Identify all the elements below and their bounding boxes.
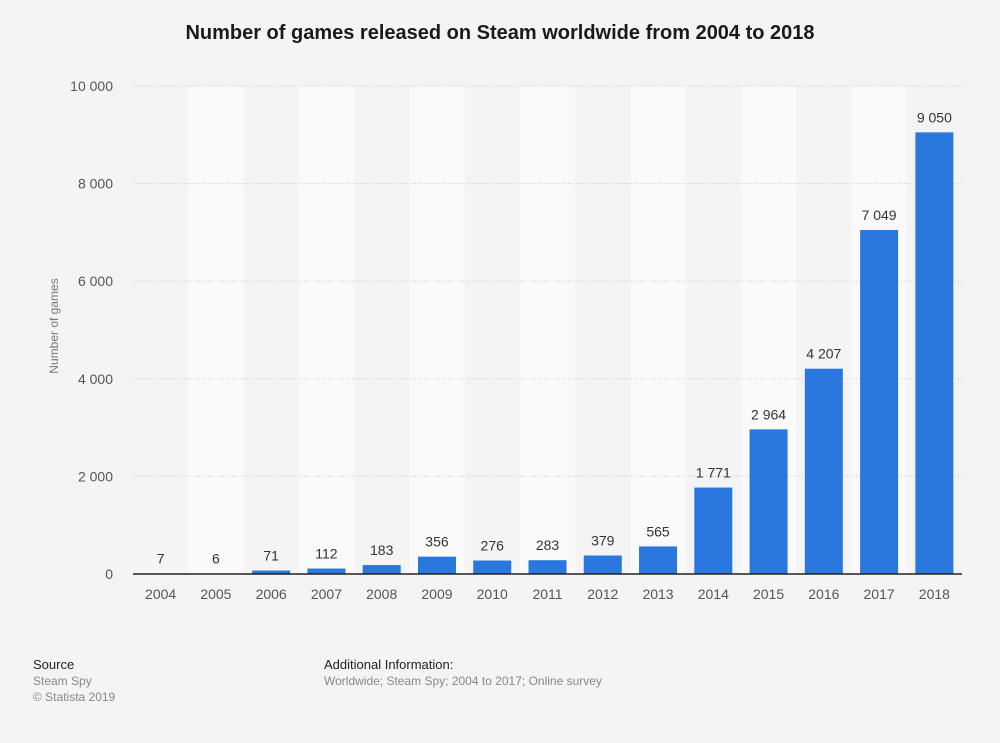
x-tick-label: 2009 — [421, 586, 452, 602]
bar — [528, 560, 567, 574]
bar — [473, 560, 512, 574]
column-stripe — [188, 86, 244, 574]
x-tick-label: 2012 — [587, 586, 618, 602]
bar — [639, 546, 678, 574]
x-tick-label: 2008 — [366, 586, 397, 602]
bar — [860, 230, 899, 575]
y-tick-label: 0 — [105, 566, 113, 582]
data-label: 183 — [370, 542, 394, 558]
data-label: 112 — [315, 546, 338, 562]
bar — [804, 368, 843, 574]
bar — [915, 132, 954, 575]
x-tick-label: 2017 — [864, 586, 895, 602]
x-tick-label: 2015 — [753, 586, 784, 602]
data-label: 356 — [425, 534, 449, 550]
source-name: Steam Spy — [33, 674, 92, 688]
x-tick-label: 2014 — [698, 586, 729, 602]
source-heading: Source — [33, 657, 75, 672]
bar — [749, 429, 788, 574]
additional-info-text: Worldwide; Steam Spy; 2004 to 2017; Onli… — [324, 674, 602, 688]
column-stripe — [298, 86, 355, 574]
x-tick-label: 2018 — [919, 586, 950, 602]
y-tick-label: 4 000 — [78, 371, 113, 387]
x-tick-label: 2013 — [642, 586, 673, 602]
additional-info-block: Additional Information: Worldwide; Steam… — [324, 657, 602, 689]
bar — [583, 555, 622, 574]
chart-title: Number of games released on Steam worldw… — [185, 22, 815, 44]
data-label: 4 207 — [806, 346, 841, 362]
column-stripe — [630, 86, 686, 574]
x-tick-label: 2006 — [256, 586, 287, 602]
x-tick-label: 2011 — [532, 586, 562, 602]
y-tick-label: 10 000 — [70, 78, 113, 94]
data-label: 7 049 — [862, 207, 897, 223]
bar — [362, 565, 401, 574]
y-tick-label: 8 000 — [78, 176, 113, 192]
column-stripe — [519, 86, 576, 574]
data-label: 1 771 — [696, 465, 731, 481]
data-label: 283 — [536, 537, 560, 553]
additional-info-heading: Additional Information: — [324, 657, 454, 672]
y-tick-label: 6 000 — [78, 273, 113, 289]
x-tick-label: 2004 — [145, 586, 176, 602]
copyright-text: © Statista 2019 — [33, 690, 116, 704]
bar — [307, 568, 346, 574]
data-label: 7 — [157, 551, 165, 567]
bar — [417, 556, 456, 574]
bar — [694, 487, 733, 574]
y-axis-title: Number of games — [47, 278, 61, 373]
x-tick-label: 2007 — [311, 586, 342, 602]
bar — [252, 570, 291, 574]
y-tick-label: 2 000 — [78, 468, 113, 484]
data-label: 2 964 — [751, 406, 786, 422]
x-tick-label: 2005 — [200, 586, 231, 602]
data-label: 276 — [481, 538, 505, 554]
data-label: 6 — [212, 551, 220, 567]
data-label: 9 050 — [917, 109, 952, 125]
data-label: 71 — [263, 548, 279, 564]
x-tick-label: 2010 — [477, 586, 508, 602]
data-label: 565 — [646, 523, 670, 539]
source-block: Source Steam Spy © Statista 2019 — [33, 657, 115, 705]
column-stripe — [409, 86, 465, 574]
x-tick-label: 2016 — [808, 586, 839, 602]
data-label: 379 — [591, 533, 615, 549]
